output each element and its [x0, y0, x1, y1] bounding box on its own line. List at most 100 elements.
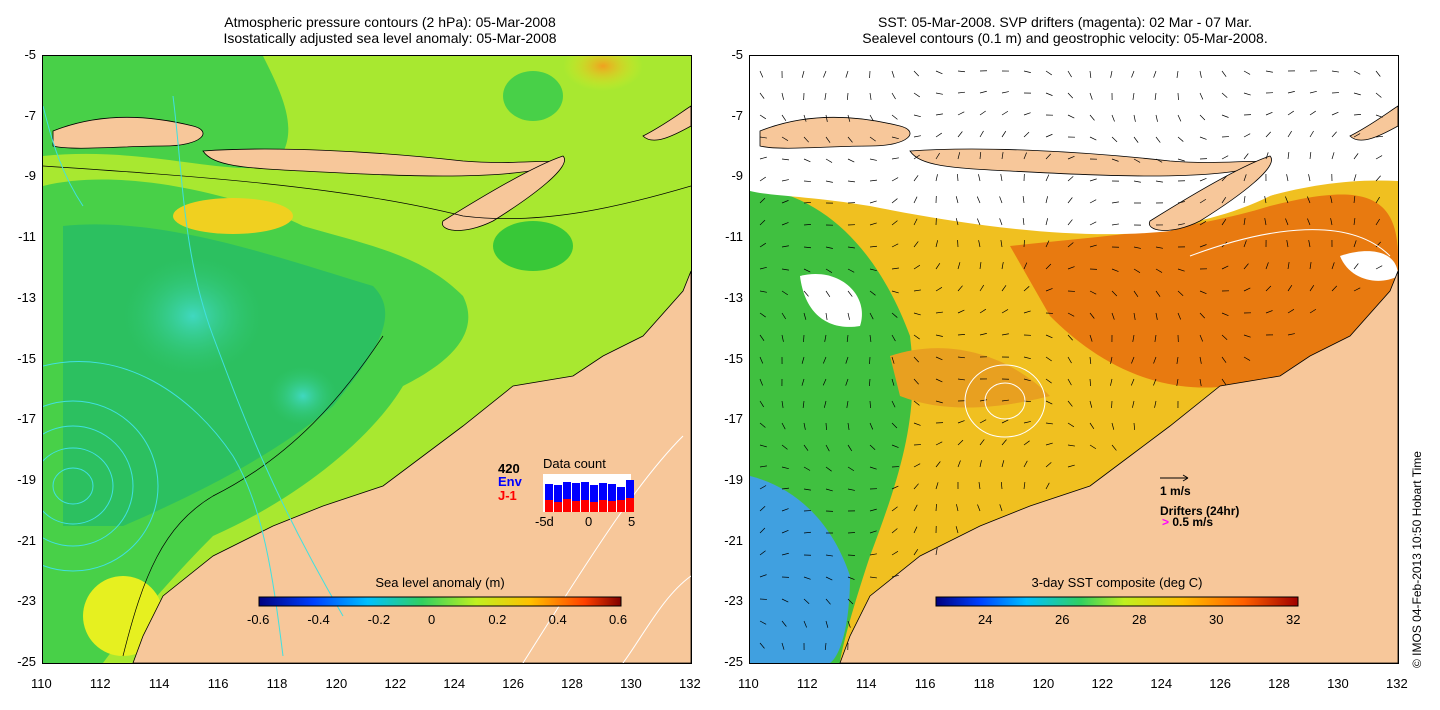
velocity-arrow — [759, 620, 767, 625]
velocity-arrow — [979, 333, 987, 336]
velocity-arrow — [1155, 268, 1163, 273]
sea-level-colorbar-tick: 0.6 — [609, 612, 628, 627]
velocity-arrow — [935, 174, 938, 182]
velocity-arrow — [1022, 196, 1025, 204]
left-map-x-tick: 116 — [207, 676, 229, 691]
velocity-arrow — [1307, 218, 1311, 226]
velocity-arrow — [869, 378, 871, 387]
velocity-arrow — [1177, 114, 1182, 122]
velocity-arrow — [847, 422, 850, 430]
velocity-arrow — [891, 574, 899, 578]
velocity-arrow — [1199, 70, 1202, 78]
velocity-arrow — [847, 180, 855, 183]
velocity-arrow — [803, 444, 809, 451]
velocity-arrow — [1309, 308, 1317, 314]
velocity-arrow — [1131, 356, 1135, 364]
drifter-speed-legend: > 0.5 m/s — [1162, 515, 1213, 529]
velocity-arrow — [847, 114, 851, 122]
data-count-tick-right: 5 — [628, 514, 636, 529]
velocity-arrow — [1243, 196, 1246, 204]
right-map-y-tick: -5 — [731, 47, 743, 62]
left-map-y-tick: -5 — [24, 47, 36, 62]
velocity-arrow — [1111, 422, 1115, 430]
velocity-arrow — [869, 422, 874, 430]
velocity-arrow — [1353, 133, 1361, 138]
velocity-arrow — [1375, 70, 1381, 77]
velocity-arrow — [846, 400, 849, 408]
velocity-arrow — [1199, 198, 1207, 204]
velocity-arrow — [759, 219, 766, 226]
sea-level-colorbar-label: Sea level anomaly (m) — [375, 575, 505, 590]
velocity-arrow — [1023, 152, 1027, 160]
velocity-arrow — [803, 598, 810, 605]
velocity-arrow — [955, 218, 959, 226]
velocity-arrow — [781, 552, 789, 556]
velocity-arrow — [759, 444, 767, 448]
velocity-arrow — [803, 312, 807, 320]
sst-colorbar-tick: 32 — [1286, 612, 1301, 627]
left-map-y-tick: -15 — [17, 350, 36, 366]
velocity-arrow — [1287, 110, 1295, 116]
velocity-arrow — [1089, 244, 1097, 248]
data-count-j1-bar — [554, 502, 562, 512]
velocity-arrow — [781, 245, 789, 248]
velocity-arrow — [781, 444, 788, 450]
velocity-arrow — [825, 290, 831, 298]
velocity-arrow — [976, 218, 981, 226]
velocity-arrow — [1375, 114, 1383, 118]
velocity-arrow — [1353, 114, 1362, 116]
velocity-arrow — [1153, 70, 1157, 78]
right-map-y-tick: -23 — [724, 593, 743, 609]
velocity-arrow — [869, 222, 877, 226]
velocity-arrow — [1353, 196, 1356, 204]
right-title-line1: SST: 05-Mar-2008. SVP drifters (magenta)… — [877, 14, 1252, 30]
velocity-arrow — [1155, 114, 1158, 122]
left-map-x-tick: 112 — [89, 676, 111, 691]
velocity-arrow — [781, 422, 786, 430]
velocity-arrow — [869, 334, 872, 342]
data-count-env-bar — [617, 487, 625, 512]
velocity-arrow — [1023, 378, 1031, 382]
velocity-arrow — [847, 158, 855, 163]
velocity-arrow — [935, 482, 939, 490]
velocity-arrow — [978, 240, 981, 248]
velocity-arrow — [759, 642, 765, 649]
velocity-arrow — [935, 356, 943, 361]
velocity-arrow — [1353, 153, 1359, 160]
velocity-arrow — [1265, 152, 1269, 160]
velocity-arrow — [869, 576, 877, 579]
velocity-arrow — [1154, 92, 1157, 100]
right-map-y-tick: -21 — [724, 532, 743, 548]
velocity-arrow — [891, 70, 895, 78]
velocity-arrow — [1111, 268, 1119, 272]
velocity-arrow — [1045, 92, 1053, 96]
velocity-arrow — [1265, 285, 1272, 292]
velocity-arrow — [1153, 356, 1157, 364]
right-map-y-tick: -25 — [724, 654, 743, 669]
velocity-arrow — [1243, 70, 1251, 75]
right-map-y-tick: -9 — [731, 168, 743, 184]
data-count-j1-bar — [563, 499, 571, 512]
velocity-arrow — [1331, 70, 1339, 73]
left-map-y-tick: -19 — [17, 471, 36, 487]
velocity-arrow — [759, 70, 764, 78]
velocity-arrow — [1045, 378, 1052, 384]
right-map-y-tick: -19 — [724, 471, 743, 487]
sea-level-anomaly-map[interactable]: Sea level anomaly (m) -0.6 -0.4 -0.2 0 0.2 0.… — [42, 55, 692, 664]
left-map-title: Atmospheric pressure contours (2 hPa): 0… — [120, 14, 660, 46]
velocity-arrow — [1264, 196, 1267, 204]
data-count-title: Data count — [543, 456, 606, 471]
velocity-arrow — [1353, 263, 1359, 270]
velocity-arrow — [1067, 266, 1075, 270]
data-count-j1-bar — [581, 500, 589, 512]
left-map-y-tick: -25 — [17, 654, 36, 669]
velocity-arrow — [1287, 333, 1295, 336]
velocity-arrow — [825, 136, 831, 143]
velocity-arrow — [891, 243, 899, 248]
velocity-arrow — [1265, 131, 1271, 138]
sst-map[interactable]: 3-day SST composite (deg C) 24 26 28 30 32 1… — [749, 55, 1399, 664]
velocity-arrow — [1309, 284, 1315, 292]
velocity-arrow — [913, 504, 918, 512]
velocity-arrow — [781, 466, 789, 469]
velocity-arrow — [1353, 92, 1361, 96]
